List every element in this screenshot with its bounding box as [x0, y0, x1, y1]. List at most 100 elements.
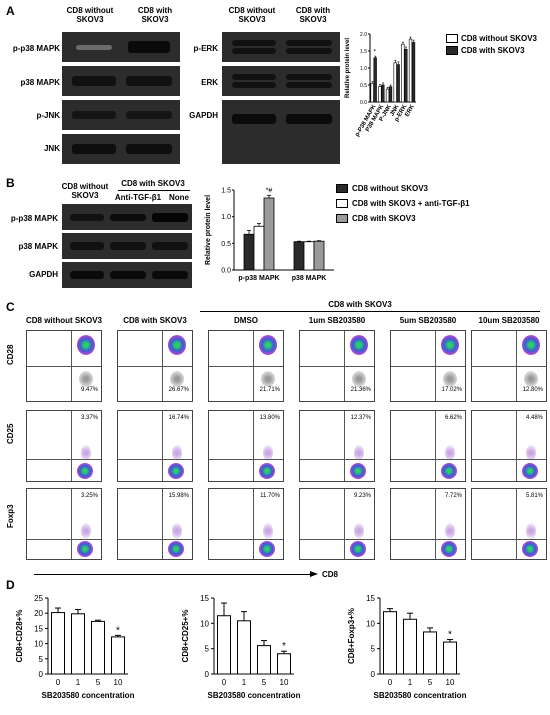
bar — [383, 611, 397, 675]
y-tick-label: 1.0 — [360, 66, 367, 72]
bar — [293, 241, 305, 271]
blot-b-label-p-p38: p-p38 MAPK — [10, 214, 58, 223]
cell-population — [259, 541, 275, 557]
quadrant-line — [472, 539, 546, 541]
legend-swatch-black — [446, 46, 458, 55]
significance-marker: * — [116, 625, 120, 636]
facs-column-header: CD8 with SKOV3 — [123, 316, 187, 325]
x-tick-label: 1 — [76, 678, 81, 687]
quadrant-percentage: 9.23% — [353, 493, 371, 499]
panel-a-header-with: CD8 with SKOV3 — [137, 6, 173, 24]
y-tick-label: 10 — [366, 619, 375, 628]
cell-population — [170, 371, 184, 387]
cell-population — [172, 445, 182, 461]
y-tick-label: 5 — [39, 655, 44, 664]
cell-population — [350, 541, 366, 557]
y-tick-label: 1.5 — [221, 188, 231, 195]
cell-population — [263, 445, 273, 461]
facs-plot: 11.70% — [208, 488, 284, 560]
significance-marker: *# — [266, 188, 273, 195]
panel-c-label: C — [6, 300, 15, 314]
bar — [111, 636, 125, 675]
x-tick-label: p-p38 MAPK — [238, 275, 279, 282]
x-tick-label: 10 — [280, 678, 289, 687]
quadrant-line — [300, 539, 374, 541]
legend-b-item-anti: CD8 with SKOV3 + anti-TGF-β1 — [336, 199, 550, 208]
legend-b: CD8 without SKOV3 CD8 with SKOV3 + anti-… — [336, 184, 550, 223]
facs-plot: 21.36% — [299, 330, 375, 402]
cell-population — [259, 335, 277, 355]
quadrant-line — [344, 411, 346, 481]
y-tick-label: 1.0 — [221, 214, 231, 221]
quadrant-line — [253, 331, 255, 401]
panel-b-header-with: CD8 with SKOV3 — [121, 179, 185, 188]
bar — [243, 233, 255, 271]
quadrant-line — [391, 366, 465, 367]
bar — [370, 82, 374, 103]
quadrant-percentage: 21.36% — [350, 387, 371, 393]
cell-population — [354, 523, 364, 539]
bar — [237, 620, 251, 675]
panel-a-header-without-right: CD8 without SKOV3 — [228, 6, 276, 24]
y-tick-label: 0.0 — [360, 100, 367, 106]
y-tick-label: 0.5 — [221, 241, 231, 248]
y-tick-label: 15 — [366, 594, 375, 603]
panel-b-sub-none: None — [169, 193, 189, 202]
cell-population — [522, 463, 538, 479]
panel-c-group-rule — [200, 311, 540, 312]
facs-plot: 12.80% — [471, 330, 547, 402]
cell-population — [522, 335, 540, 355]
blot-b-p38 — [62, 233, 192, 259]
quadrant-line — [209, 458, 283, 460]
facs-column-header: DMSO — [234, 316, 258, 325]
quadrant-line — [27, 539, 101, 541]
bar — [401, 43, 405, 103]
facs-column-header: 5um SB203580 — [399, 316, 457, 325]
quadrant-line — [435, 331, 437, 401]
x-tick-label: 5 — [428, 678, 433, 687]
x-axis-title: SB203580 concentration — [208, 691, 301, 700]
x-tick-label: 1 — [408, 678, 413, 687]
panel-d-label: D — [6, 578, 15, 592]
bar — [303, 241, 315, 271]
cell-population — [168, 541, 184, 557]
legend-swatch-white — [446, 34, 458, 43]
panel-b-header-without: CD8 without SKOV3 — [61, 182, 109, 200]
blot-p38 — [62, 66, 180, 96]
legend-a: CD8 without SKOV3 CD8 with SKOV3 — [446, 34, 550, 55]
bar — [403, 618, 417, 675]
cell-population — [77, 463, 93, 479]
y-axis-title: CD8+CD25+% — [181, 610, 190, 663]
cell-population — [350, 463, 366, 479]
quadrant-line — [435, 411, 437, 481]
cell-population — [81, 523, 91, 539]
arrow-right-icon — [310, 571, 318, 577]
quadrant-line — [435, 489, 437, 559]
bar — [91, 620, 105, 675]
facs-row-label-cd28: CD28 — [6, 344, 15, 365]
quadrant-line — [516, 331, 518, 401]
quadrant-percentage: 15.98% — [168, 493, 189, 499]
quadrant-line — [118, 366, 192, 367]
facs-column-header: CD8 without SKOV3 — [25, 316, 102, 325]
x-tick-label: ERK — [404, 103, 416, 118]
quadrant-line — [162, 411, 164, 481]
y-tick-label: 0 — [371, 670, 376, 679]
x-tick-label: 5 — [262, 678, 267, 687]
quadrant-line — [118, 458, 192, 460]
facs-plot: 13.80% — [208, 410, 284, 482]
cell-population — [81, 445, 91, 461]
x-tick-label: 10 — [446, 678, 455, 687]
cell-population — [522, 541, 538, 557]
bar — [217, 615, 231, 675]
legend-b-item-without: CD8 without SKOV3 — [336, 184, 550, 193]
cell-population — [79, 371, 93, 387]
quadrant-percentage: 7.72% — [444, 493, 462, 499]
facs-plot: 5.81% — [471, 488, 547, 560]
y-tick-label: 25 — [34, 594, 43, 603]
quadrant-percentage: 6.62% — [444, 415, 462, 421]
facs-plot: 26.67% — [117, 330, 193, 402]
y-tick-label: 0.0 — [221, 268, 231, 275]
